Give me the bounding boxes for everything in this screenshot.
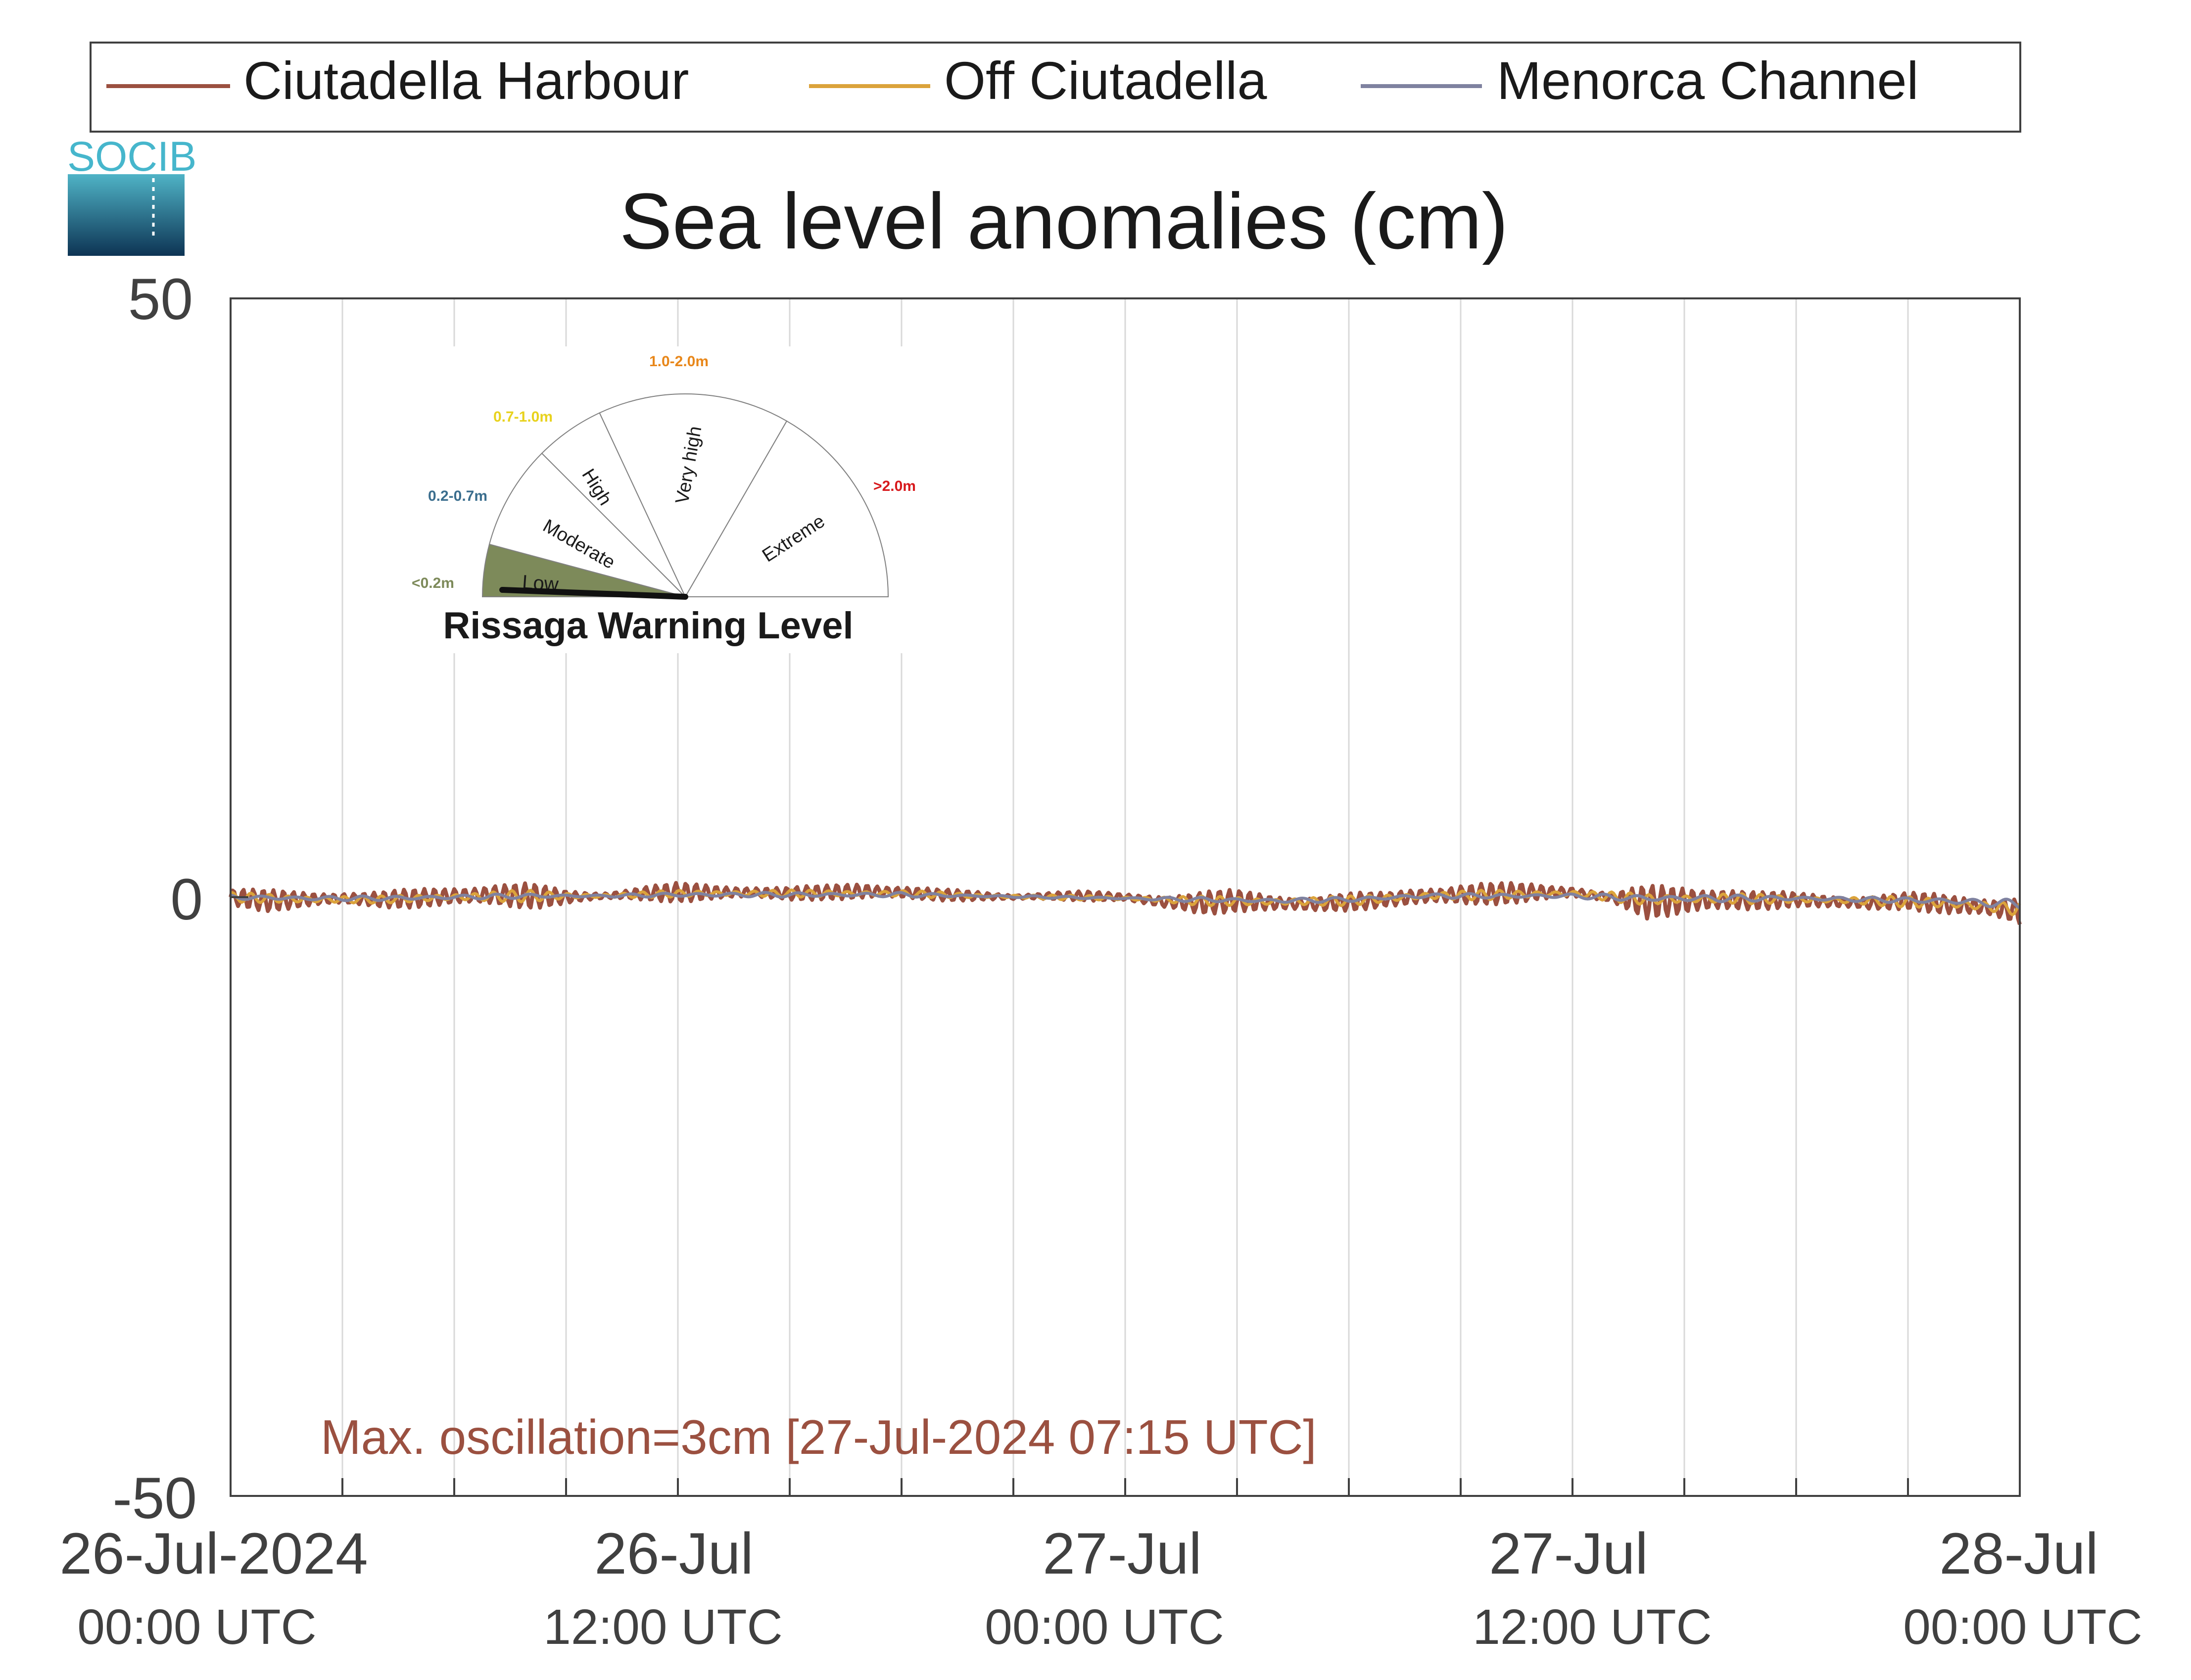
x-tick-date: 28-Jul xyxy=(1939,1521,2098,1586)
legend-frame xyxy=(90,42,2021,133)
x-tick-date: 27-Jul xyxy=(1043,1521,1201,1586)
x-tick-labels: 26-Jul-2024 00:00 UTC 26-Jul 12:00 UTC 2… xyxy=(59,1521,2142,1655)
chart-title: Sea level anomalies (cm) xyxy=(619,177,1508,265)
gauge-range-low: <0.2m xyxy=(412,575,454,591)
gauge-sector-high xyxy=(541,412,686,597)
socib-logo-text: SOCIB xyxy=(67,133,196,180)
y-tick-label-zero: 0 xyxy=(170,867,203,932)
socib-logo: SOCIB xyxy=(67,133,196,256)
gauge-sector-moderate xyxy=(488,452,687,598)
x-tick-time: 12:00 UTC xyxy=(1473,1599,1712,1655)
x-tick-date: 27-Jul xyxy=(1489,1521,1648,1586)
rissaga-gauge: Low Moderate High Very high Extreme <0.2… xyxy=(401,346,925,653)
x-tick-date: 26-Jul xyxy=(594,1521,753,1586)
gauge-range-high: 0.7-1.0m xyxy=(493,409,553,425)
gauge-range-very-high: 1.0-2.0m xyxy=(649,353,709,370)
x-tick-time: 00:00 UTC xyxy=(77,1599,317,1655)
series-line-channel xyxy=(230,891,2021,910)
legend-label-harbour: Ciutadella Harbour xyxy=(243,50,689,110)
max-oscillation-annotation: Max. oscillation=3cm [27-Jul-2024 07:15 … xyxy=(321,1410,1317,1464)
y-tick-label-top: 50 xyxy=(128,267,193,332)
legend-label-off: Off Ciutadella xyxy=(944,50,1267,110)
x-tick-time: 00:00 UTC xyxy=(1903,1599,2143,1655)
x-tick-time: 12:00 UTC xyxy=(543,1599,783,1655)
socib-logo-block xyxy=(68,174,185,256)
gauge-sector-extreme xyxy=(684,420,889,597)
gauge-title: Rissaga Warning Level xyxy=(443,605,853,647)
x-tick-date: 26-Jul-2024 xyxy=(59,1521,368,1586)
legend: Ciutadella Harbour Off Ciutadella Menorc… xyxy=(90,42,2021,133)
axis-ticks xyxy=(231,297,1909,1497)
gauge-needle xyxy=(499,587,688,600)
gauge-range-extreme: >2.0m xyxy=(873,478,916,494)
gauge-range-moderate: 0.2-0.7m xyxy=(428,488,487,504)
legend-label-channel: Menorca Channel xyxy=(1497,50,1919,110)
gauge-sector-very-high xyxy=(599,393,788,598)
x-tick-time: 00:00 UTC xyxy=(985,1599,1224,1655)
series-layer xyxy=(229,881,2022,925)
y-tick-label-bottom: -50 xyxy=(112,1466,197,1531)
